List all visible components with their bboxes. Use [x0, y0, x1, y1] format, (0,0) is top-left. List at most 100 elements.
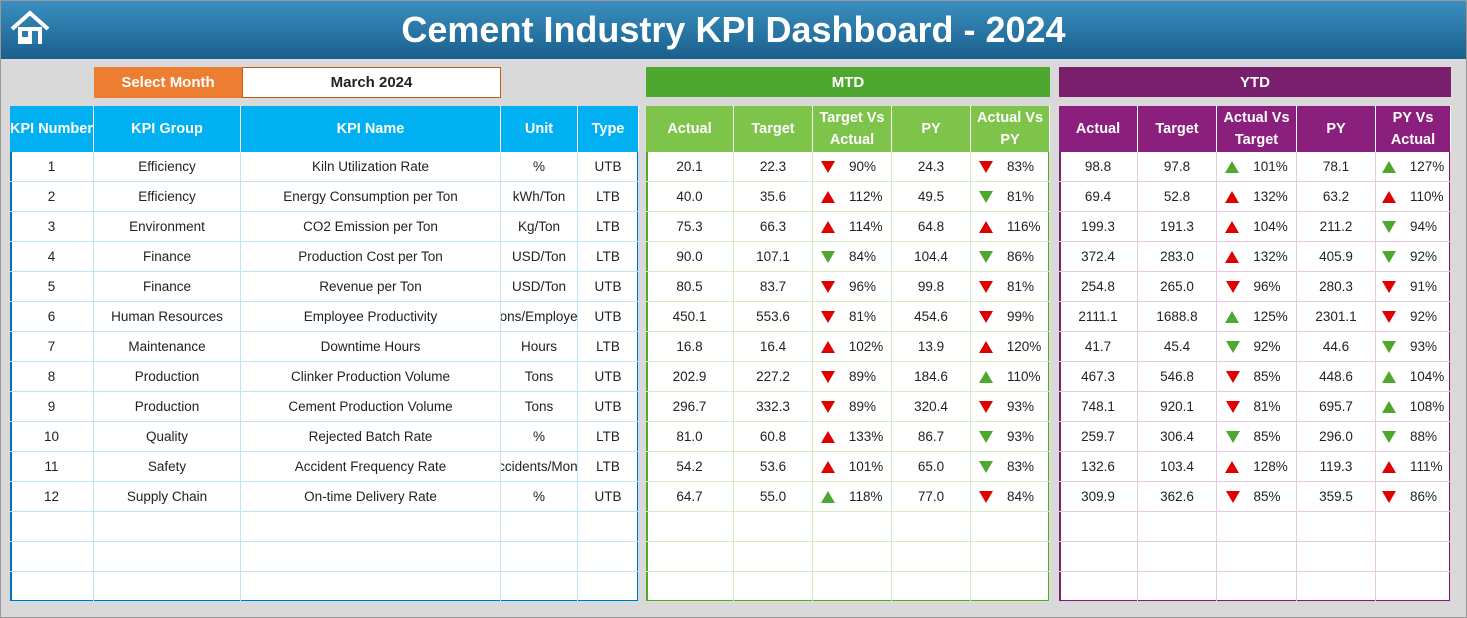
indicator-cell: 81%	[813, 302, 892, 332]
arrow-shape	[821, 490, 835, 503]
table-cell: LTB	[578, 182, 639, 212]
indicator-cell: 89%	[813, 362, 892, 392]
arrow-shape	[820, 460, 835, 473]
empty-cell	[501, 542, 578, 572]
table-cell: 283.0	[1138, 242, 1217, 272]
percent-value: 81%	[1253, 399, 1281, 414]
indicator-cell: 104%	[1376, 362, 1451, 392]
table-cell: 211.2	[1297, 212, 1376, 242]
table-cell: 362.6	[1138, 482, 1217, 512]
empty-cell	[578, 542, 639, 572]
table-cell: 55.0	[734, 482, 813, 512]
arrow-shape	[821, 190, 835, 203]
empty-cell	[971, 512, 1050, 542]
empty-cell	[10, 572, 94, 602]
empty-cell	[971, 572, 1050, 602]
percent-value: 93%	[1007, 429, 1035, 444]
indicator-cell: 110%	[1376, 182, 1451, 212]
percent-value: 111%	[1410, 459, 1443, 474]
percent-value: 116%	[1007, 219, 1041, 234]
select-month-label: Select Month	[94, 67, 242, 98]
table-cell: 65.0	[892, 452, 971, 482]
arrow-down	[1225, 490, 1240, 503]
table-cell: 1688.8	[1138, 302, 1217, 332]
arrow-up	[1225, 190, 1240, 203]
column-header: Actual	[646, 106, 734, 152]
table-cell: 202.9	[646, 362, 734, 392]
arrow-down	[821, 160, 835, 173]
arrow-up	[820, 430, 835, 443]
table-cell: 3	[10, 212, 94, 242]
percent-value: 104%	[1409, 369, 1445, 384]
table-cell: %	[501, 482, 578, 512]
table-cell: 66.3	[734, 212, 813, 242]
empty-cell	[813, 512, 892, 542]
percent-value: 132%	[1253, 189, 1288, 204]
arrow-down	[979, 190, 993, 203]
arrow-shape	[979, 280, 993, 293]
arrow-shape	[1382, 220, 1396, 233]
empty-cell	[501, 572, 578, 602]
indicator-cell: 85%	[1217, 422, 1297, 452]
percent-value: 102%	[848, 339, 884, 354]
table-cell: 1	[10, 152, 94, 182]
arrow-down	[1225, 400, 1240, 413]
arrow-shape	[1225, 310, 1240, 323]
arrow-shape	[1225, 340, 1240, 353]
indicator-cell: 94%	[1376, 212, 1451, 242]
column-header: Actual Vs PY	[971, 106, 1050, 152]
table-cell: Downtime Hours	[241, 332, 501, 362]
table-cell: 132.6	[1059, 452, 1138, 482]
arrow-shape	[1225, 250, 1240, 263]
home-icon[interactable]	[9, 9, 51, 47]
indicator-cell: 125%	[1217, 302, 1297, 332]
column-header: Actual Vs Target	[1217, 106, 1297, 152]
table-cell: 296.0	[1297, 422, 1376, 452]
indicator-cell: 102%	[813, 332, 892, 362]
percent-value: 127%	[1409, 159, 1445, 174]
table-cell: 40.0	[646, 182, 734, 212]
empty-cell	[813, 542, 892, 572]
arrow-shape	[1381, 160, 1396, 173]
table-cell: Kg/Ton	[501, 212, 578, 242]
percent-value: 112%	[849, 189, 883, 204]
table-cell: %	[501, 152, 578, 182]
table-cell: 259.7	[1059, 422, 1138, 452]
indicator-cell: 96%	[813, 272, 892, 302]
arrow-up	[1225, 250, 1240, 263]
table-cell: 695.7	[1297, 392, 1376, 422]
arrow-shape	[1382, 430, 1396, 443]
arrow-shape	[978, 340, 993, 353]
column-header: Unit	[501, 106, 578, 152]
indicator-cell: 92%	[1217, 332, 1297, 362]
table-cell: Clinker Production Volume	[241, 362, 501, 392]
empty-cell	[1376, 512, 1451, 542]
column-header: Actual	[1059, 106, 1138, 152]
table-cell: 60.8	[734, 422, 813, 452]
percent-value: 101%	[848, 459, 884, 474]
indicator-cell: 101%	[813, 452, 892, 482]
table-cell: 2301.1	[1297, 302, 1376, 332]
table-cell: 11	[10, 452, 94, 482]
indicator-cell: 85%	[1217, 482, 1297, 512]
arrow-shape	[1381, 400, 1396, 413]
arrow-shape	[1382, 310, 1396, 323]
empty-cell	[734, 572, 813, 602]
percent-value: 84%	[1007, 489, 1035, 504]
arrow-shape	[1381, 370, 1396, 383]
empty-cell	[1376, 572, 1451, 602]
arrow-shape	[1225, 430, 1240, 443]
percent-value: 83%	[1007, 459, 1035, 474]
percent-value: 92%	[1410, 309, 1438, 324]
percent-value: 94%	[1410, 219, 1438, 234]
table-cell: 16.4	[734, 332, 813, 362]
indicator-cell: 83%	[971, 152, 1050, 182]
table-cell: 227.2	[734, 362, 813, 392]
table-cell: 306.4	[1138, 422, 1217, 452]
empty-cell	[1138, 572, 1217, 602]
empty-cell	[578, 572, 639, 602]
table-cell: 64.7	[646, 482, 734, 512]
arrow-up	[1381, 160, 1396, 173]
arrow-down	[821, 370, 835, 383]
month-selector[interactable]: March 2024	[242, 67, 501, 98]
